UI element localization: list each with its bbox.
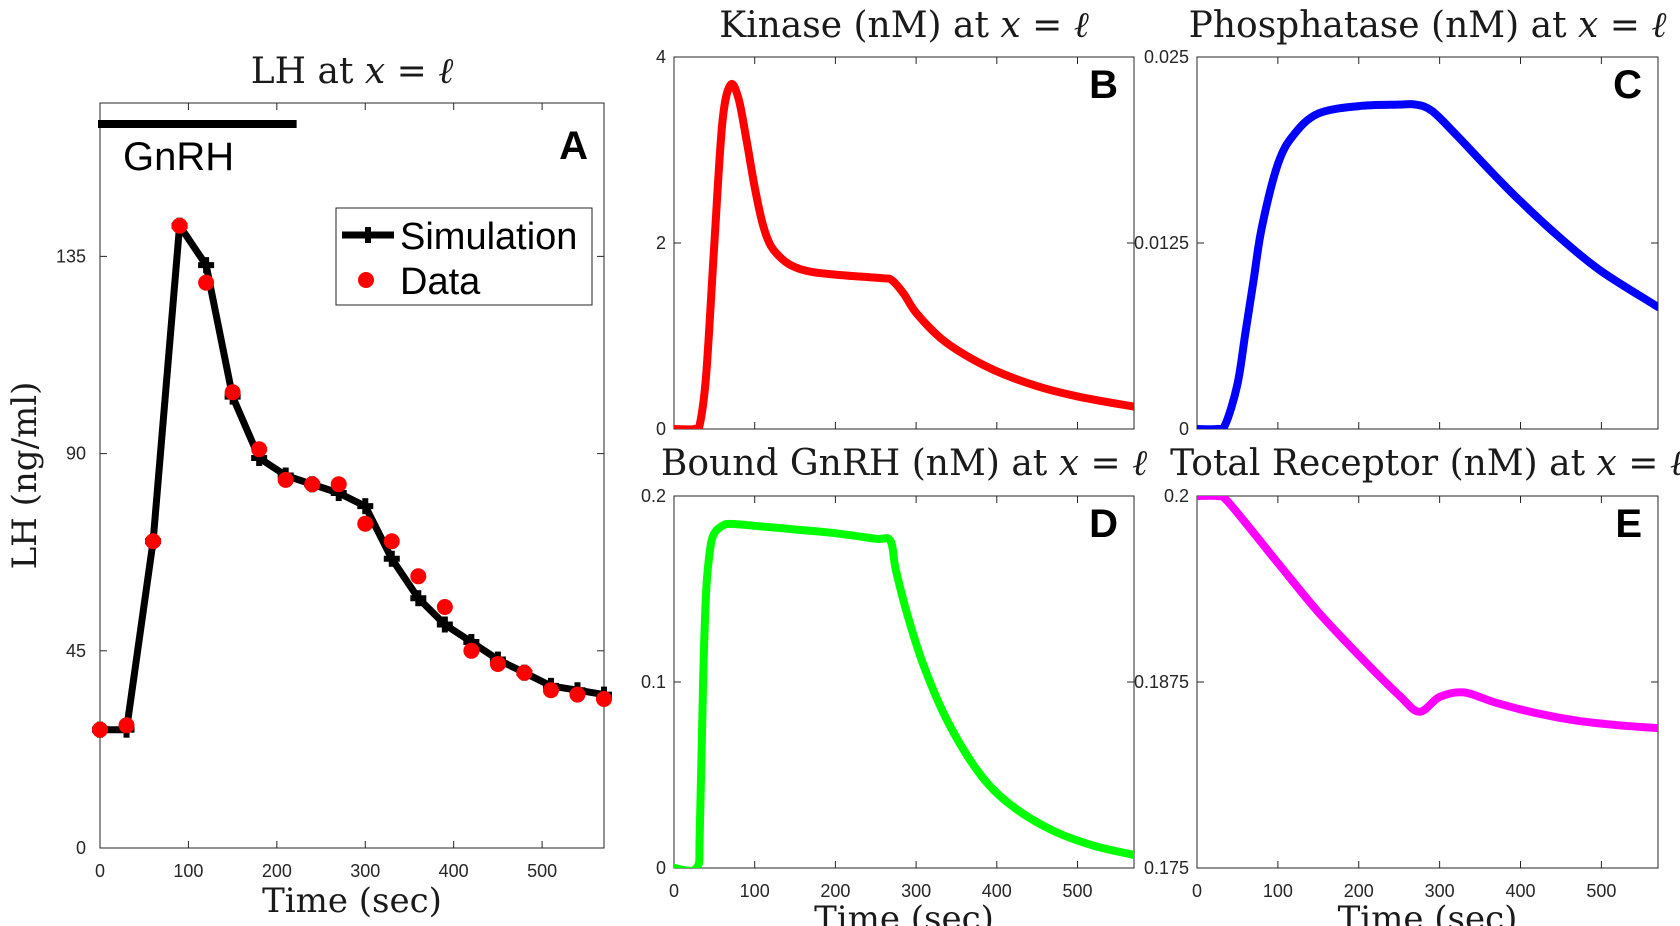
panel-a-series-data-point	[118, 717, 135, 734]
panel-d-xtick-label: 0	[669, 881, 679, 901]
panel-d-xtick-label: 100	[740, 881, 770, 901]
panel-a-xtick-label: 0	[95, 861, 105, 881]
panel-a-series-data-point	[463, 642, 480, 659]
panel-d-series-bound-gnrh-line	[674, 519, 1134, 868]
panel-e-title: Total Receptor (nM) at x = ℓ	[1170, 443, 1680, 484]
panel-c-series-phosphatase-line	[1197, 100, 1658, 429]
panel-e-xtick-label: 500	[1586, 881, 1616, 901]
panel-d-ytick-label: 0.2	[641, 486, 666, 506]
panel-e: Total Receptor (nM) at x = ℓ 0.175 0.1875 0…	[1134, 443, 1680, 926]
panel-a-ytick-label: 45	[66, 641, 86, 661]
panel-a-series-data-point	[410, 568, 427, 585]
panel-a: LH at x = ℓ 0 45 90 135 0 100 200 300 400 500 Time …	[5, 51, 612, 921]
panel-b-ytick-label: 0	[656, 419, 666, 439]
panel-c-letter: C	[1613, 63, 1642, 107]
panel-e-xtick-label: 100	[1263, 881, 1293, 901]
panel-a-series-data-point	[436, 598, 453, 615]
legend-data-swatch	[358, 272, 374, 288]
panel-e-xtick-label: 300	[1425, 881, 1455, 901]
panel-a-series-simulation-marker	[436, 616, 453, 633]
panel-a-series-data-point	[489, 655, 506, 672]
panel-e-xlabel: Time (sec)	[1338, 899, 1518, 926]
panel-d-axes-box	[673, 495, 1135, 869]
panel-b: Kinase (nM) at x = ℓ 0 2 4 B	[656, 5, 1135, 439]
panel-d-ytick-label: 0.1	[641, 672, 666, 692]
panel-a-series-data-point	[224, 384, 241, 401]
panel-e-xtick-label: 0	[1192, 881, 1202, 901]
panel-a-ytick-label: 0	[76, 838, 86, 858]
panel-d-xtick-label: 400	[982, 881, 1012, 901]
panel-d-letter: D	[1089, 502, 1118, 546]
panel-e-ytick-label: 0.1875	[1134, 672, 1189, 692]
panel-b-axes-box	[673, 56, 1135, 430]
legend-simulation-label: Simulation	[400, 216, 577, 258]
panel-c-ytick-label: 0.0125	[1134, 233, 1189, 253]
panel-a-letter: A	[559, 124, 588, 168]
panel-b-series-kinase-line	[674, 80, 1134, 429]
panel-b-ytick-label: 2	[656, 233, 666, 253]
panel-a-series-data-point	[304, 476, 321, 493]
panel-c-axes-box	[1196, 56, 1659, 430]
panel-b-title: Kinase (nM) at x = ℓ	[719, 5, 1089, 46]
panel-a-series-simulation-marker	[383, 550, 400, 567]
panel-a-series-data-point	[198, 274, 215, 291]
panel-a-xtick-label: 200	[262, 861, 292, 881]
panel-a-xtick-label: 300	[350, 861, 380, 881]
panel-a-series-data-point	[542, 682, 559, 699]
panel-e-letter: E	[1615, 502, 1642, 546]
panel-e-xtick-label: 200	[1344, 881, 1374, 901]
panel-c-title: Phosphatase (nM) at x = ℓ	[1189, 5, 1667, 46]
panel-a-series-data-point	[357, 515, 374, 532]
panel-a-xtick-label: 100	[173, 861, 203, 881]
panel-a-xtick-label: 400	[439, 861, 469, 881]
panel-b-ytick-label: 4	[656, 47, 666, 67]
panel-e-ytick-label: 0.175	[1144, 858, 1189, 878]
panel-a-title: LH at x = ℓ	[251, 51, 454, 92]
panel-a-series-simulation-marker	[357, 498, 374, 515]
panel-a-series-data-point	[145, 533, 162, 550]
panel-a-series-simulation-marker	[410, 590, 427, 607]
panel-a-series-data-point	[383, 533, 400, 550]
panel-a-series-data-point	[516, 664, 533, 681]
panel-c-ytick-label: 0	[1179, 419, 1189, 439]
panel-a-series-data-point	[277, 471, 294, 488]
panel-b-letter: B	[1089, 63, 1118, 107]
panel-a-series-data-point	[330, 476, 347, 493]
panel-c: Phosphatase (nM) at x = ℓ 0 0.0125 0.025 C	[1134, 5, 1666, 439]
panel-a-ytick-label: 90	[66, 444, 86, 464]
panel-a-series-data-point	[171, 217, 188, 234]
panel-e-ytick-label: 0.2	[1164, 486, 1189, 506]
panel-a-series-data-point	[596, 691, 612, 707]
panel-a-xtick-label: 500	[527, 861, 557, 881]
panel-a-series-data-point	[569, 686, 586, 703]
panel-e-series-total-receptor-line	[1197, 496, 1658, 733]
panel-d-ytick-label: 0	[656, 858, 666, 878]
panel-d-xtick-label: 500	[1062, 881, 1092, 901]
panel-a-series-data-point	[251, 441, 268, 458]
panel-a-ylabel: LH (ng/ml)	[5, 382, 45, 570]
panel-a-xlabel: Time (sec)	[262, 881, 442, 921]
panel-c-ytick-label: 0.025	[1144, 47, 1189, 67]
panel-d-xlabel: Time (sec)	[814, 899, 994, 926]
panel-d-xtick-label: 300	[901, 881, 931, 901]
panel-d-title: Bound GnRH (nM) at x = ℓ	[661, 443, 1147, 484]
gnrh-annotation: GnRH	[123, 135, 234, 179]
panel-a-series-simulation-marker	[198, 257, 215, 274]
panel-d-xtick-label: 200	[820, 881, 850, 901]
legend-data-label: Data	[400, 261, 481, 303]
panel-a-series-data-point	[92, 721, 108, 738]
panel-e-xtick-label: 400	[1505, 881, 1535, 901]
panel-a-ytick-label: 135	[56, 246, 86, 266]
panel-d: Bound GnRH (nM) at x = ℓ 0 0.1 0.2 0 100 200 30…	[641, 443, 1147, 926]
